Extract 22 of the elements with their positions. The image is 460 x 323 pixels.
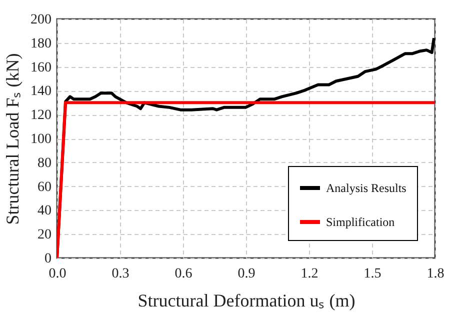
- y-axis-title: Structural Load Fₛ (kN): [2, 53, 22, 225]
- legend-label: Analysis Results: [326, 181, 407, 195]
- x-tick-label: 0.0: [48, 266, 66, 282]
- y-tick-label: 0: [44, 252, 52, 266]
- y-tick-label: 80: [38, 156, 52, 171]
- x-tick-label: 0.9: [238, 266, 256, 282]
- x-tick-label: 0.3: [112, 266, 130, 282]
- y-tick-label: 40: [38, 204, 52, 219]
- x-tick-label: 1.8: [426, 266, 444, 282]
- x-axis-title: Structural Deformation uₛ (m): [138, 290, 356, 310]
- y-tick-label: 20: [38, 228, 52, 243]
- y-tick-label: 180: [30, 36, 52, 52]
- legend-label: Simplification: [326, 215, 395, 229]
- x-tick-label: 1.2: [300, 266, 318, 282]
- x-tick-label: 1.5: [364, 266, 382, 282]
- y-tick-label: 120: [30, 108, 52, 124]
- y-tick-label: 160: [30, 60, 52, 76]
- y-tick-label: 200: [30, 12, 52, 28]
- y-tick-label: 60: [38, 180, 52, 195]
- y-tick-label: 100: [30, 132, 52, 147]
- y-tick-label: 140: [30, 84, 52, 100]
- x-tick-label: 0.6: [174, 266, 192, 282]
